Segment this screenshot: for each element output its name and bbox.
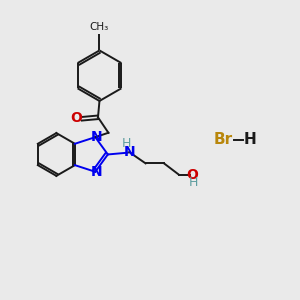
- Text: N: N: [123, 145, 135, 159]
- Text: N: N: [90, 130, 102, 144]
- Text: O: O: [70, 111, 83, 125]
- Text: H: H: [189, 176, 198, 190]
- Text: H: H: [243, 132, 256, 147]
- Text: H: H: [122, 137, 131, 150]
- Text: O: O: [186, 168, 198, 182]
- Text: Br: Br: [213, 132, 232, 147]
- Text: N: N: [90, 165, 102, 179]
- Text: CH₃: CH₃: [90, 22, 109, 32]
